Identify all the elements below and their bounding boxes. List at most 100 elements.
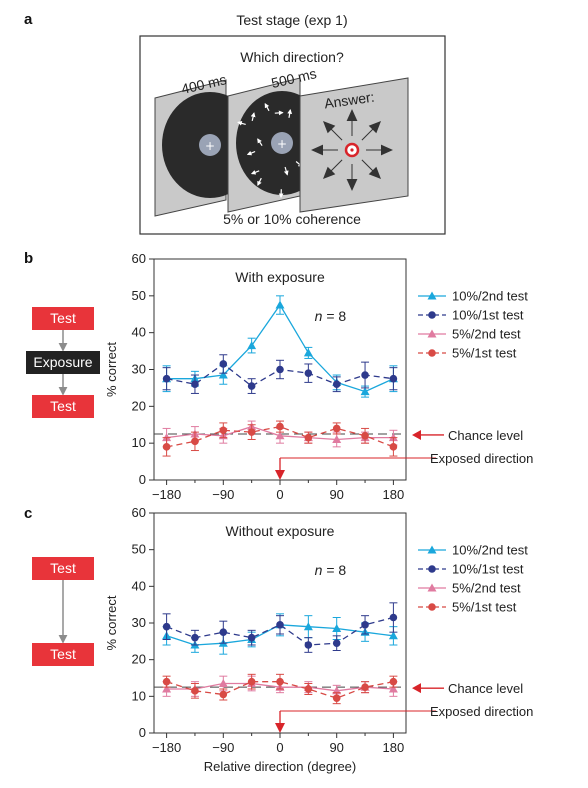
x-tick-label: 90 xyxy=(329,740,343,755)
data-point xyxy=(332,424,341,433)
legend-label: 5%/2nd test xyxy=(452,327,521,342)
flow-b-test-top-label: Test xyxy=(50,310,76,326)
y-axis-title: % correct xyxy=(104,595,119,650)
chart-title: With exposure xyxy=(235,269,325,285)
legend-label: 5%/1st test xyxy=(452,346,517,361)
data-point xyxy=(332,624,342,632)
legend-entry: 10%/1st test xyxy=(418,308,524,323)
y-tick-label: 30 xyxy=(132,362,146,377)
motion-dot-arrow xyxy=(257,177,262,187)
data-point xyxy=(247,382,256,390)
data-point xyxy=(162,433,172,442)
y-tick-label: 30 xyxy=(132,615,146,630)
flow-b-test-bottom-label: Test xyxy=(50,398,76,414)
chart-title: Without exposure xyxy=(226,523,335,539)
flow-c-test-top xyxy=(32,557,94,580)
legend-entry: 5%/2nd test xyxy=(418,581,521,596)
legend-marker xyxy=(427,329,437,338)
legend-label: 5%/1st test xyxy=(452,600,517,615)
data-point xyxy=(361,432,369,440)
chart-c: 0 10 20 30 40 50 60 −180 −90 0 90 180 % correct Relat… xyxy=(104,505,533,774)
flow-diagram-c: Test Test xyxy=(32,557,94,666)
data-point xyxy=(219,628,228,636)
x-tick-label: −90 xyxy=(212,487,234,502)
data-point xyxy=(247,428,256,436)
data-point xyxy=(361,683,369,691)
y-tick-label: 50 xyxy=(132,288,146,303)
answer-arrowhead xyxy=(346,109,358,121)
data-point xyxy=(389,677,398,686)
data-point xyxy=(219,426,228,435)
data-point xyxy=(247,677,256,686)
flow-b-exposure-label: Exposure xyxy=(33,354,92,370)
data-point xyxy=(332,694,341,702)
legend-entry: 10%/2nd test xyxy=(418,289,528,304)
data-point xyxy=(276,677,284,686)
x-tick-label: 90 xyxy=(329,487,343,502)
y-tick-label: 40 xyxy=(132,578,146,593)
panel-a-title: Test stage (exp 1) xyxy=(236,12,347,28)
flow-c-test-bottom-label: Test xyxy=(50,646,76,662)
answer-arrowhead xyxy=(381,144,393,156)
y-tick-label: 0 xyxy=(139,472,146,487)
data-point xyxy=(247,341,257,350)
data-point xyxy=(218,370,228,379)
data-point xyxy=(360,387,370,396)
data-point xyxy=(389,443,398,451)
series-line xyxy=(166,616,394,646)
legend-label: 10%/2nd test xyxy=(452,543,528,558)
data-point xyxy=(219,360,228,368)
legend-entry: 10%/2nd test xyxy=(418,543,528,558)
legend-entry: 5%/1st test xyxy=(418,600,517,615)
data-point xyxy=(191,687,199,695)
motion-dot-arrow xyxy=(257,138,263,147)
data-point xyxy=(162,677,171,686)
exposed-arrowhead xyxy=(275,470,285,480)
motion-dot-arrow xyxy=(283,166,289,176)
data-point xyxy=(191,380,199,389)
data-point xyxy=(389,374,398,383)
data-point xyxy=(162,684,172,693)
panel-label-b: b xyxy=(24,250,33,267)
data-point xyxy=(388,433,398,442)
chance-arrowhead xyxy=(412,683,421,694)
answer-arrowhead xyxy=(323,121,336,134)
series xyxy=(162,673,398,705)
legend-marker xyxy=(428,565,436,573)
exposed-label: Exposed direction xyxy=(430,704,533,719)
motion-dot-arrow xyxy=(250,170,260,175)
series xyxy=(162,354,398,394)
n-label: n = 8 xyxy=(315,308,347,324)
legend-marker xyxy=(428,603,436,611)
panel-label-a: a xyxy=(24,11,33,28)
motion-dot-arrow xyxy=(237,120,246,126)
legend-marker xyxy=(427,583,437,592)
y-tick-label: 20 xyxy=(132,398,146,413)
y-tick-label: 10 xyxy=(132,435,146,450)
data-point xyxy=(388,684,398,693)
legend-entry: 10%/1st test xyxy=(418,562,524,577)
svg-text:+: + xyxy=(277,137,287,151)
data-point xyxy=(191,437,199,446)
motion-dot-arrow xyxy=(250,112,256,122)
data-point xyxy=(303,622,313,631)
x-tick-label: −90 xyxy=(212,740,234,755)
legend-marker xyxy=(427,545,437,554)
data-point xyxy=(191,633,199,642)
y-tick-label: 50 xyxy=(132,542,146,557)
answer-screen xyxy=(299,77,409,213)
data-point xyxy=(389,613,398,622)
chance-label: Chance level xyxy=(448,428,523,443)
x-tick-label: −180 xyxy=(152,487,181,502)
legend-entry: 5%/1st test xyxy=(418,346,517,361)
y-tick-label: 0 xyxy=(139,725,146,740)
data-point xyxy=(361,621,369,629)
data-point xyxy=(162,374,171,383)
motion-dot-arrow xyxy=(287,108,293,118)
legend-label: 10%/2nd test xyxy=(452,289,528,304)
data-point xyxy=(219,690,228,699)
series xyxy=(162,602,398,653)
answer-arrowhead xyxy=(323,166,336,179)
chart-b: 0 10 20 30 40 50 60 −180 −90 0 90 180 % correct With … xyxy=(104,251,533,502)
flow-c-test-bottom xyxy=(32,643,94,666)
